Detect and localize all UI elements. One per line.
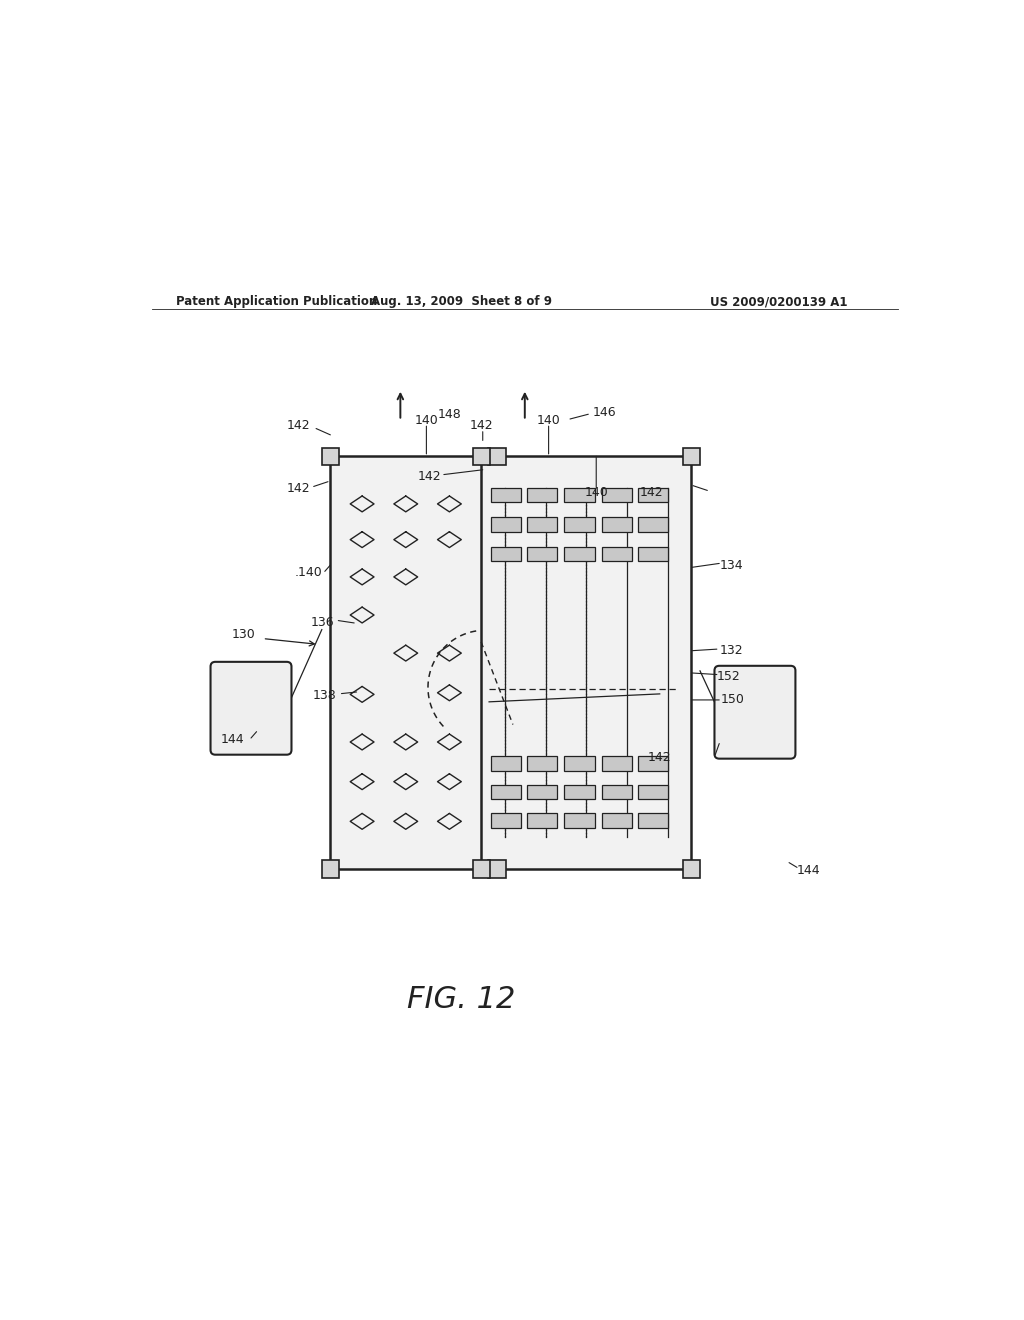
- Bar: [602, 546, 632, 561]
- Text: .140: .140: [295, 566, 323, 579]
- Bar: [638, 785, 669, 799]
- Bar: [564, 488, 595, 503]
- Bar: [602, 517, 632, 532]
- Text: 146: 146: [592, 407, 616, 420]
- Text: 150: 150: [721, 693, 744, 706]
- Bar: [331, 457, 497, 869]
- Text: Patent Application Publication: Patent Application Publication: [176, 296, 377, 308]
- Bar: [490, 785, 521, 799]
- Bar: [527, 546, 557, 561]
- Bar: [490, 488, 521, 503]
- Text: 142: 142: [469, 418, 493, 432]
- Text: US 2009/0200139 A1: US 2009/0200139 A1: [710, 296, 848, 308]
- Bar: [564, 813, 595, 828]
- Text: 140: 140: [585, 486, 608, 499]
- Text: Aug. 13, 2009  Sheet 8 of 9: Aug. 13, 2009 Sheet 8 of 9: [371, 296, 552, 308]
- Bar: [490, 756, 521, 771]
- Bar: [488, 447, 506, 465]
- Bar: [602, 488, 632, 503]
- Bar: [638, 488, 669, 503]
- Bar: [602, 785, 632, 799]
- Text: 132: 132: [719, 644, 743, 657]
- Bar: [564, 517, 595, 532]
- Text: 142: 142: [287, 418, 310, 432]
- Text: 142: 142: [640, 486, 664, 499]
- Text: 134: 134: [719, 558, 743, 572]
- Bar: [638, 546, 669, 561]
- Bar: [638, 517, 669, 532]
- Bar: [638, 756, 669, 771]
- Text: 142: 142: [648, 751, 672, 763]
- Text: 148: 148: [437, 408, 461, 421]
- Bar: [490, 517, 521, 532]
- Bar: [638, 813, 669, 828]
- Bar: [602, 756, 632, 771]
- FancyBboxPatch shape: [211, 661, 292, 755]
- Text: 130: 130: [231, 628, 255, 642]
- Bar: [527, 488, 557, 503]
- Bar: [564, 756, 595, 771]
- Bar: [490, 546, 521, 561]
- Text: 136: 136: [310, 616, 334, 630]
- Bar: [322, 447, 339, 465]
- Bar: [473, 447, 489, 465]
- Text: 140: 140: [537, 414, 560, 428]
- Text: 144: 144: [221, 733, 245, 746]
- Bar: [488, 861, 506, 878]
- Bar: [481, 457, 691, 869]
- Text: FIG. 12: FIG. 12: [408, 986, 515, 1014]
- Bar: [473, 861, 489, 878]
- Bar: [527, 813, 557, 828]
- Text: 140: 140: [415, 414, 438, 428]
- Text: 144: 144: [797, 865, 820, 876]
- Bar: [602, 813, 632, 828]
- Bar: [490, 813, 521, 828]
- Text: 152: 152: [717, 669, 740, 682]
- Bar: [527, 785, 557, 799]
- Bar: [564, 546, 595, 561]
- Text: 138: 138: [313, 689, 337, 702]
- Bar: [322, 861, 339, 878]
- Bar: [683, 447, 700, 465]
- Text: 142: 142: [287, 482, 310, 495]
- Bar: [527, 517, 557, 532]
- FancyBboxPatch shape: [715, 665, 796, 759]
- Bar: [564, 785, 595, 799]
- Bar: [527, 756, 557, 771]
- Text: 142: 142: [418, 470, 441, 483]
- Bar: [683, 861, 700, 878]
